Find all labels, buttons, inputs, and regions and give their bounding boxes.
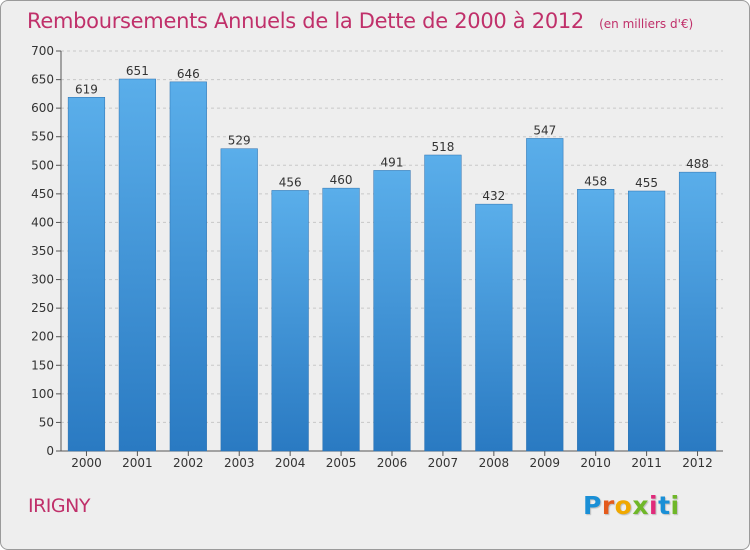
y-tick-label: 200 <box>31 330 54 344</box>
data-label: 455 <box>635 176 658 190</box>
data-label: 651 <box>126 64 149 78</box>
x-tick-label: 2009 <box>529 456 560 470</box>
x-tick-label: 2011 <box>631 456 662 470</box>
logo-letter: r <box>601 491 615 520</box>
city-name: IRIGNY <box>28 495 90 517</box>
y-tick-label: 550 <box>31 130 54 144</box>
x-tick-label: 2008 <box>479 456 510 470</box>
logo-letter: i <box>649 491 659 520</box>
data-label: 518 <box>431 140 454 154</box>
x-tick-label: 2000 <box>71 456 102 470</box>
y-tick-label: 400 <box>31 215 54 229</box>
x-tick-label: 2010 <box>580 456 611 470</box>
y-tick-label: 0 <box>46 444 54 458</box>
bar <box>577 189 615 452</box>
bar <box>475 203 513 452</box>
y-tick-label: 450 <box>31 187 54 201</box>
y-tick-label: 700 <box>31 44 54 58</box>
x-tick-label: 2012 <box>682 456 713 470</box>
y-tick-labels: 0 50 100 150 200 250 300 350 400 450 500 550 600 650 7… <box>31 44 54 458</box>
data-label: 458 <box>584 174 607 188</box>
x-tick-label: 2003 <box>224 456 255 470</box>
logo-letter: P <box>583 491 602 520</box>
y-tick-label: 150 <box>31 358 54 372</box>
y-tick-label: 350 <box>31 244 54 258</box>
data-label: 646 <box>177 67 200 81</box>
x-tick-label: 2001 <box>122 456 153 470</box>
data-label: 619 <box>75 82 98 96</box>
bar <box>322 187 360 452</box>
y-tick-label: 250 <box>31 301 54 315</box>
y-tick-label: 500 <box>31 158 54 172</box>
data-label: 432 <box>482 189 505 203</box>
x-tick-label: 2005 <box>326 456 357 470</box>
proxiti-logo: Proxiti <box>583 491 680 520</box>
bar <box>373 170 411 452</box>
chart-title: Remboursements Annuels de la Dette de 20… <box>27 9 584 33</box>
bar <box>118 78 156 452</box>
bar <box>169 81 207 452</box>
bar <box>220 148 258 452</box>
bar <box>67 97 106 452</box>
x-tick-label: 2006 <box>377 456 408 470</box>
x-tick-label: 2002 <box>173 456 204 470</box>
logo-letter: x <box>632 491 649 520</box>
bar <box>424 154 462 452</box>
bar <box>678 171 717 452</box>
y-tick-label: 650 <box>31 73 54 87</box>
logo-letter: i <box>670 491 680 520</box>
y-tick-label: 50 <box>39 415 54 429</box>
logo-letter: o <box>614 491 633 520</box>
y-tick-label: 100 <box>31 387 54 401</box>
title-row: Remboursements Annuels de la Dette de 20… <box>27 9 693 33</box>
bar <box>271 190 309 452</box>
chart-subtitle: (en milliers d'€) <box>599 17 694 31</box>
data-labels: 619 651 646 529 456 460 491 518 432 547 458 455 488 <box>75 64 709 203</box>
data-label: 491 <box>381 155 404 169</box>
data-label: 488 <box>686 157 709 171</box>
y-tick-label: 300 <box>31 273 54 287</box>
data-label: 460 <box>330 173 353 187</box>
x-tick-label: 2004 <box>275 456 306 470</box>
y-tick-label: 600 <box>31 101 54 115</box>
data-label: 456 <box>279 175 302 189</box>
x-tick-labels: 2000 2001 2002 2003 2004 2005 2006 2007 2008 2009… <box>71 456 713 470</box>
bar <box>526 138 564 452</box>
data-label: 529 <box>228 134 251 148</box>
bar <box>628 190 666 452</box>
data-label: 547 <box>533 123 556 137</box>
logo-letter: t <box>658 491 671 520</box>
x-tick-label: 2007 <box>428 456 459 470</box>
bars <box>67 78 717 452</box>
